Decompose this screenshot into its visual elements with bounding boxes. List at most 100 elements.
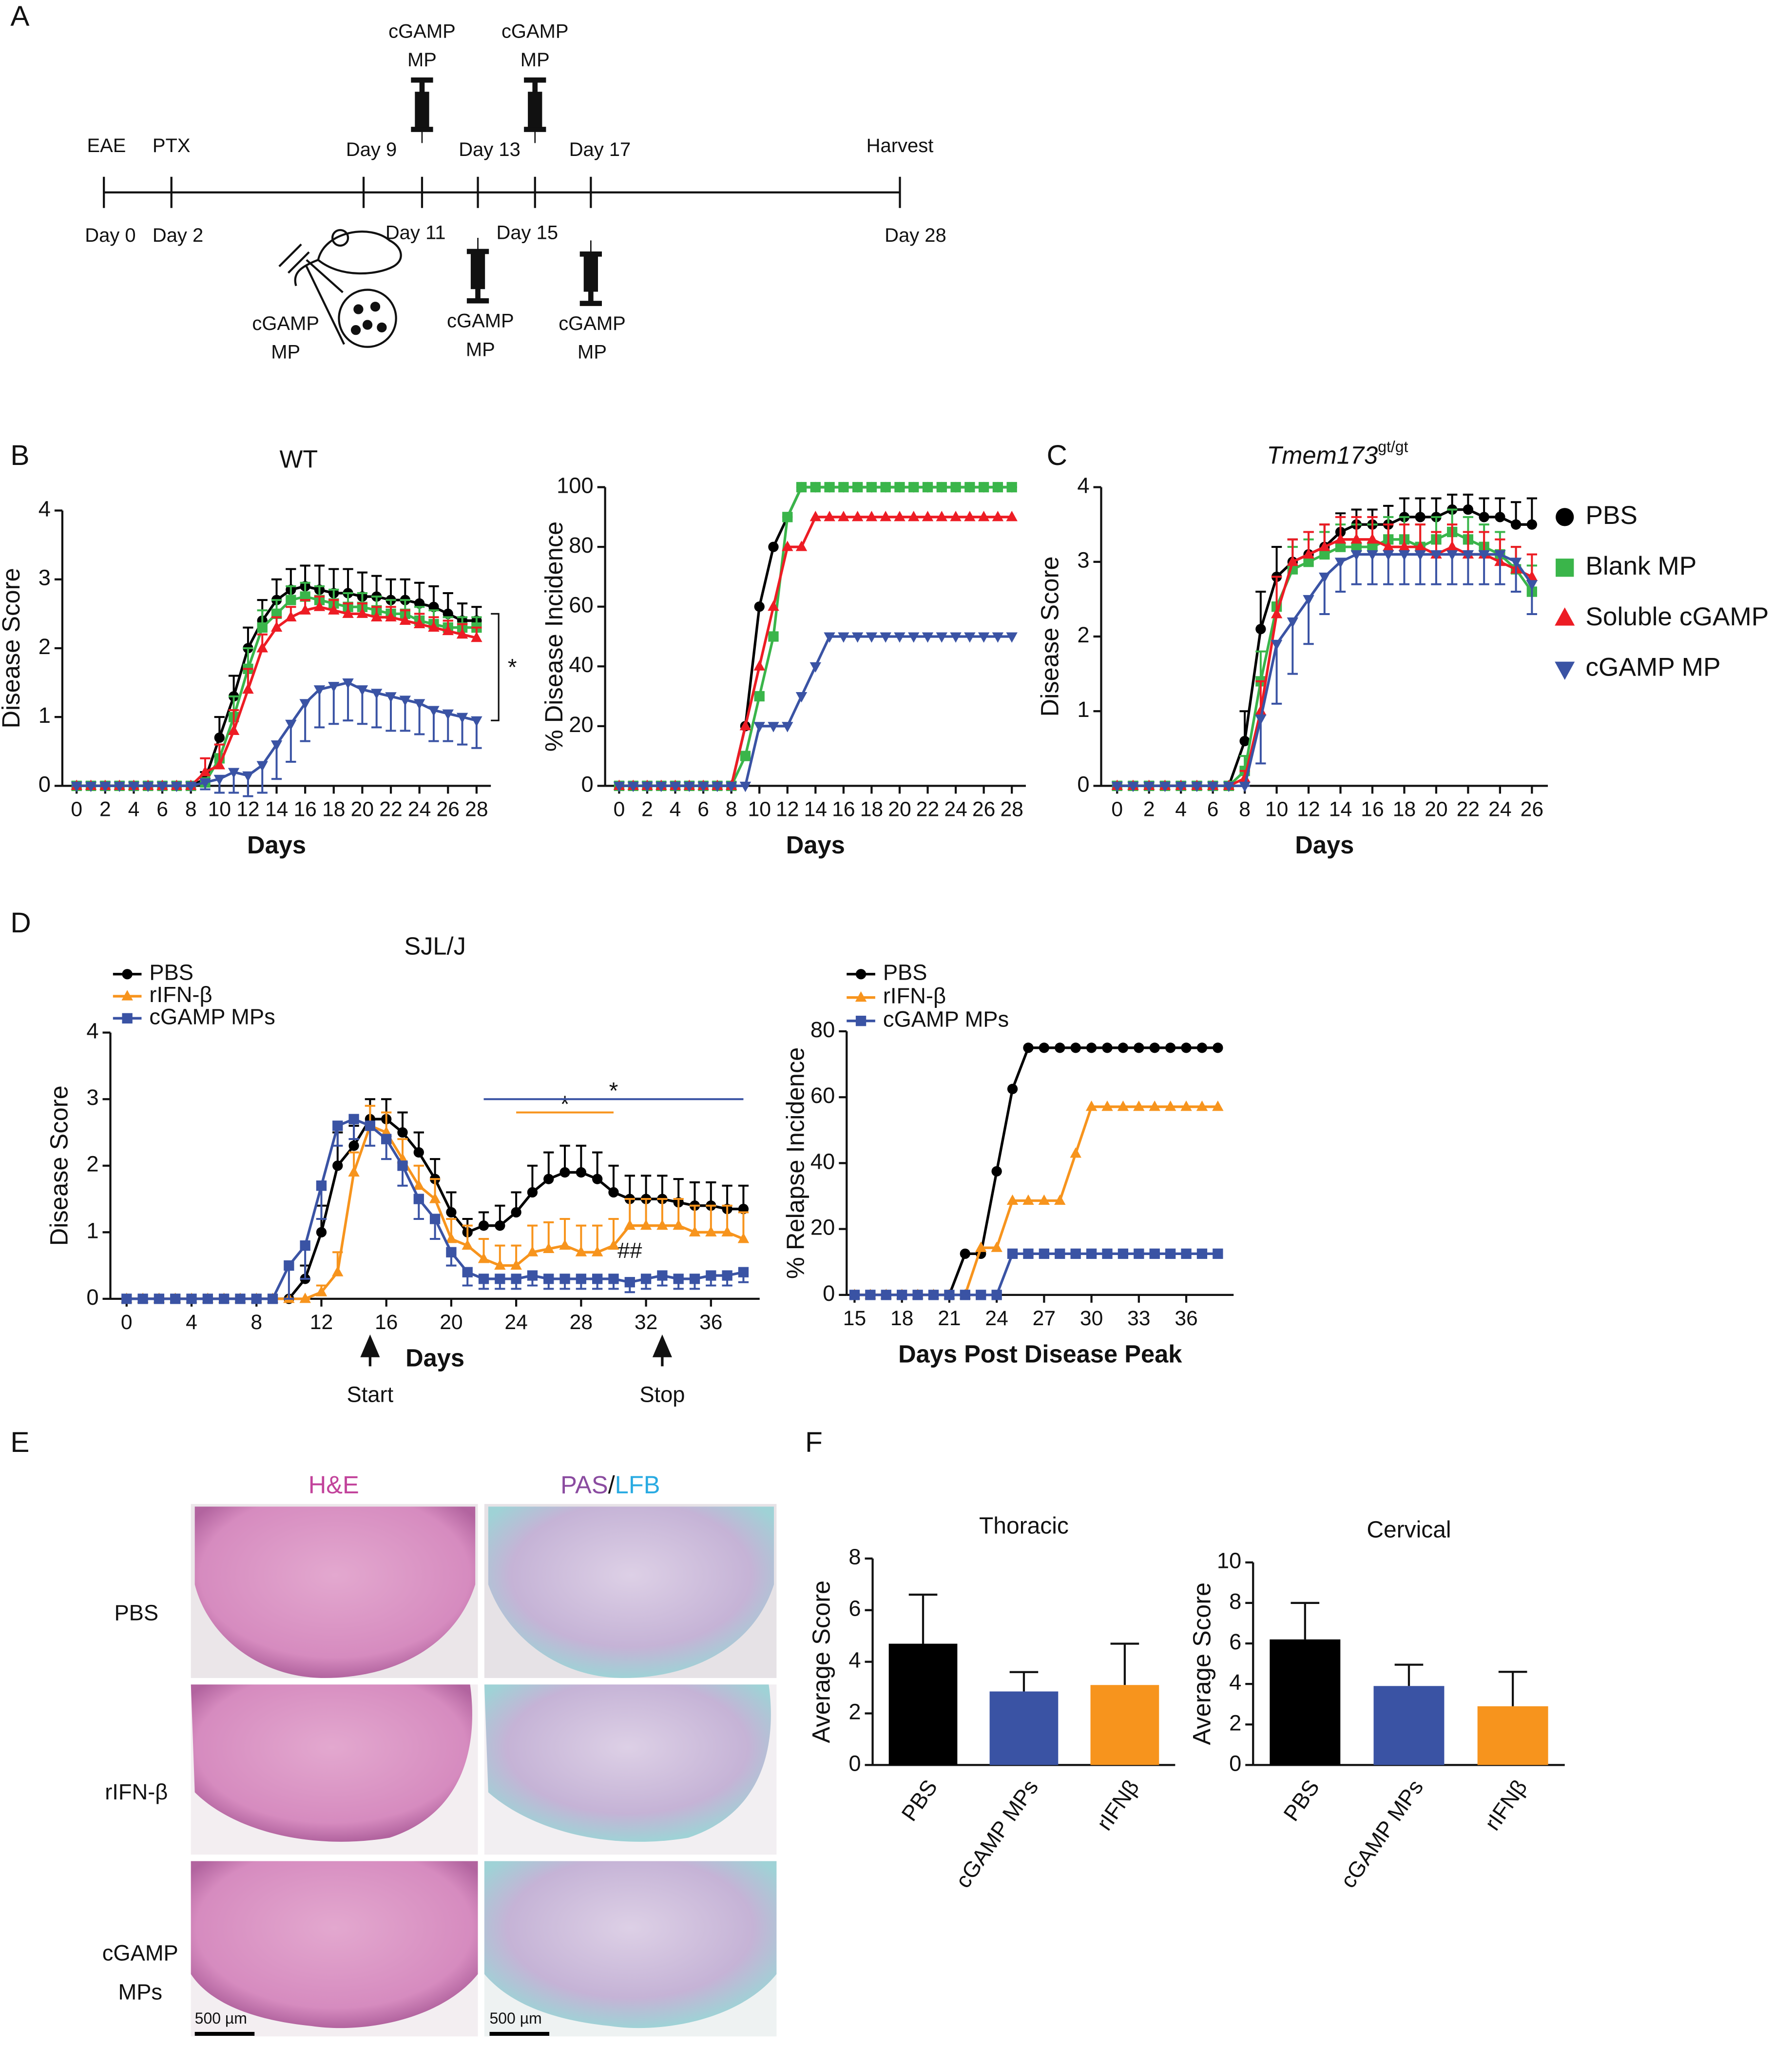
marker (495, 1274, 505, 1284)
marker (1213, 1248, 1223, 1259)
marker (1212, 1101, 1224, 1111)
x-tick-label: 33 (1127, 1307, 1150, 1330)
x-tick-label: 6 (1207, 797, 1219, 821)
marker (1006, 632, 1018, 643)
x-tick-label: 4 (186, 1311, 197, 1334)
micrographs (191, 1504, 777, 2037)
chart-title: Thoracic (979, 1513, 1069, 1539)
marker (397, 1127, 408, 1138)
y-tick-label: 2 (848, 1699, 861, 1724)
marker (543, 1242, 555, 1253)
marker (559, 1239, 571, 1250)
error-bar (1255, 591, 1266, 629)
marker (242, 771, 254, 782)
y-tick-label: 100 (557, 473, 594, 498)
marker (922, 632, 934, 643)
marker (809, 511, 822, 521)
marker (1446, 541, 1458, 551)
row-label: PBS (114, 1600, 158, 1625)
bar (1090, 1685, 1159, 1765)
marker (1255, 714, 1267, 725)
y-tick-label: 3 (1077, 548, 1089, 573)
marker (170, 1294, 181, 1304)
y-tick-label: 4 (86, 1019, 98, 1043)
panel-letter: B (10, 440, 29, 471)
marker (592, 1174, 603, 1184)
error-bar (1271, 644, 1282, 705)
marker (1414, 550, 1426, 561)
x-tick-label: 12 (310, 1311, 333, 1334)
marker (1350, 533, 1362, 544)
bar (989, 1691, 1059, 1765)
marker (251, 1294, 262, 1304)
marker (608, 1274, 619, 1284)
marker (228, 724, 240, 735)
x-tick-label: 18 (322, 797, 345, 821)
y-tick-label: 3 (86, 1085, 98, 1110)
marker (315, 1286, 328, 1296)
injection-label: MP (407, 49, 437, 71)
marker (1239, 781, 1251, 792)
y-axis-label: Disease Score (1036, 556, 1064, 716)
x-axis-label: Days (405, 1344, 464, 1371)
marker (1414, 541, 1426, 551)
y-tick-label: 2 (1077, 622, 1089, 647)
marker (950, 482, 961, 493)
marker (592, 1274, 603, 1284)
y-tick-label: 2 (1229, 1710, 1241, 1735)
marker (1070, 1043, 1081, 1053)
marker (257, 622, 268, 633)
marker (960, 1248, 970, 1259)
marker (782, 541, 793, 551)
marker (1006, 482, 1017, 493)
injection-label: cGAMP (447, 310, 514, 332)
marker (908, 632, 920, 643)
marker (356, 685, 368, 696)
marker (866, 511, 878, 521)
marker (1367, 533, 1378, 544)
marker (385, 692, 397, 703)
marker (218, 1294, 230, 1304)
y-tick-label: 4 (1077, 473, 1089, 498)
marker (1479, 512, 1489, 522)
marker (1006, 1194, 1019, 1205)
timeline: EAE PTX Day 9 Day 13 Day 17 Harvest Day … (85, 21, 946, 363)
significance-mark: ## (617, 1238, 642, 1263)
marker (242, 683, 254, 694)
marker (1102, 1248, 1113, 1259)
marker (1181, 1043, 1192, 1053)
series-line (854, 1046, 1218, 1296)
injection-label: cGAMP (388, 21, 456, 42)
x-tick-label: 32 (635, 1311, 657, 1334)
series-line (126, 1124, 744, 1300)
x-tick-label: 0 (121, 1311, 133, 1334)
marker (1196, 1248, 1208, 1259)
marker (413, 699, 425, 710)
x-tick-label: 20 (888, 797, 911, 821)
panel-letter: A (10, 0, 29, 32)
marker (1196, 1101, 1208, 1111)
y-tick-label: 20 (569, 712, 593, 737)
marker (1223, 781, 1235, 792)
x-tick-label: 36 (699, 1311, 722, 1334)
marker (1398, 541, 1410, 551)
marker (1287, 555, 1299, 566)
marker (1134, 1043, 1144, 1053)
arrow (360, 1334, 380, 1367)
x-tick-label: 36 (1175, 1307, 1197, 1330)
marker (199, 778, 211, 789)
marker (370, 689, 383, 699)
marker (838, 511, 849, 521)
marker (413, 1194, 424, 1204)
marker (754, 691, 765, 702)
marker (976, 1290, 986, 1300)
marker (928, 1290, 939, 1300)
legend-label: Soluble cGAMP (1585, 602, 1769, 631)
x-tick-label: 24 (944, 797, 967, 821)
marker (495, 1220, 505, 1231)
panel-letter: D (10, 907, 31, 939)
x-tick-label: 18 (860, 797, 883, 821)
marker (342, 678, 354, 689)
x-tick-label: 6 (697, 797, 709, 821)
y-axis-label: % Disease Incidence (540, 521, 568, 752)
